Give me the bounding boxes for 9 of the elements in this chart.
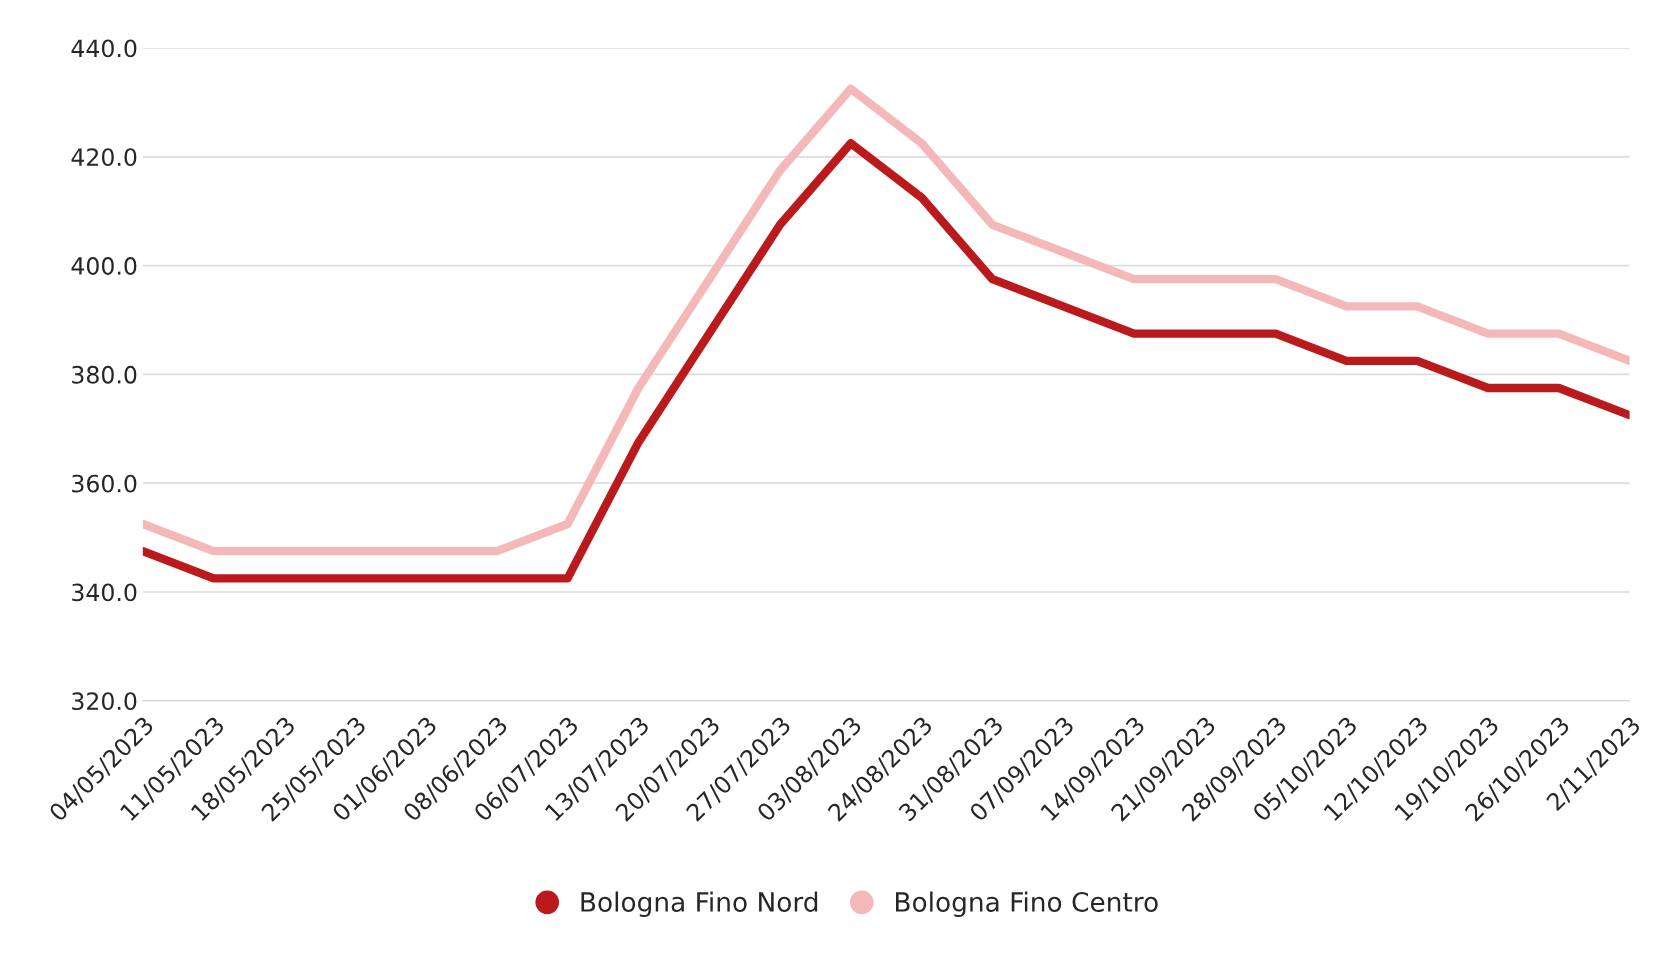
- y-tick-label: 360.0: [72, 474, 137, 493]
- y-tick-label: 340.0: [72, 583, 137, 602]
- y-tick-label: 420.0: [71, 148, 137, 167]
- y-tick-label: 380.0: [72, 365, 137, 384]
- legend-label: Bologna Fino Centro: [896, 891, 1158, 918]
- y-tick-label: 320.0: [72, 692, 137, 711]
- y-tick-label: 440.0: [71, 39, 137, 58]
- y-tick-label: 400.0: [71, 257, 137, 275]
- legend-label: Bologna Fino Nord: [581, 891, 818, 918]
